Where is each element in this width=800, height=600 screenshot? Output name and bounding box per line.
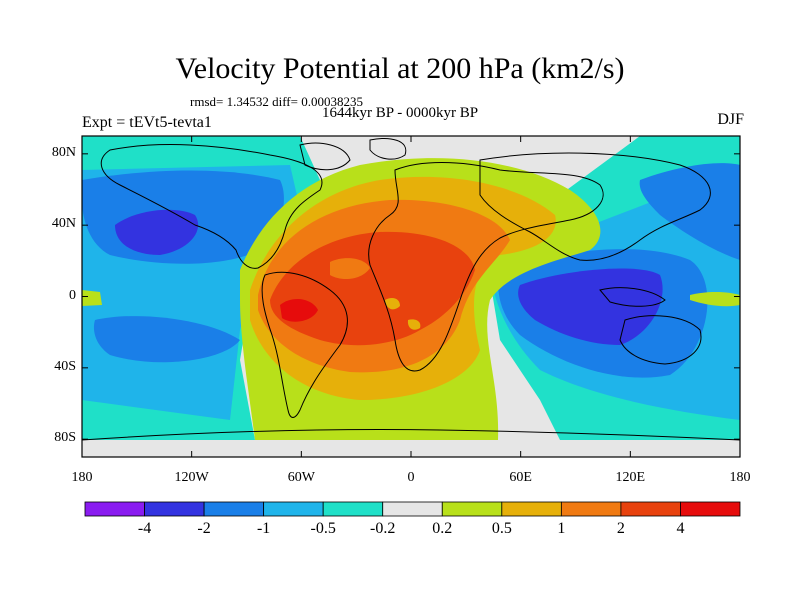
colorbar-label: 2 bbox=[616, 520, 625, 537]
region-neg-ne-blue bbox=[639, 163, 740, 260]
lon-tick-label: 60E bbox=[509, 470, 532, 485]
colorbar-label: 4 bbox=[676, 520, 685, 537]
colorbar-label: -1 bbox=[256, 520, 271, 537]
lon-tick-label: 180 bbox=[71, 470, 93, 485]
region-neg-west-dark bbox=[115, 209, 199, 255]
colorbar-swatch bbox=[144, 501, 205, 517]
colorbar-label: -0.5 bbox=[310, 520, 336, 537]
axis-ticks bbox=[81, 136, 741, 457]
region-pos-yellow-spot1 bbox=[385, 298, 400, 310]
region-pos-yellow-spot2 bbox=[407, 319, 421, 330]
colorbar-label: -4 bbox=[137, 520, 152, 537]
lat-tick-label: 80S bbox=[54, 430, 76, 446]
colorbar-swatch bbox=[382, 501, 443, 517]
region-pos-red bbox=[270, 231, 475, 346]
colorbar-swatch bbox=[620, 501, 681, 517]
colorbar-swatch bbox=[322, 501, 384, 517]
region-pos-orange-hole bbox=[330, 258, 370, 280]
colorbar-swatch bbox=[263, 501, 324, 517]
period-label: 1644kyr BP - 0000kyr BP bbox=[322, 105, 479, 121]
colorbar bbox=[84, 501, 741, 517]
colorbar-label: -0.2 bbox=[370, 520, 396, 537]
colorbar-swatch bbox=[501, 501, 562, 517]
coastlines bbox=[82, 138, 740, 441]
colorbar-label: 0.2 bbox=[432, 520, 453, 537]
lon-tick-label: 60W bbox=[287, 470, 315, 485]
season-label: DJF bbox=[717, 111, 744, 128]
colorbar-label: 0.5 bbox=[491, 520, 512, 537]
page-title: Velocity Potential at 200 hPa (km2/s) bbox=[175, 52, 625, 85]
colorbar-label: 1 bbox=[557, 520, 566, 537]
colorbar-swatch bbox=[203, 501, 265, 517]
region-neg-west-pos bbox=[82, 290, 102, 306]
colorbar-swatch bbox=[560, 501, 622, 517]
lon-tick-label: 180 bbox=[729, 470, 751, 485]
region-neg-west-blue2 bbox=[93, 316, 240, 363]
lat-tick-label: 0 bbox=[69, 287, 76, 303]
lat-tick-label: 40S bbox=[54, 358, 76, 374]
colorbar-swatch bbox=[680, 501, 741, 517]
experiment-label: Expt = tEVt5-tevta1 bbox=[82, 114, 212, 131]
lat-tick-label: 40N bbox=[51, 216, 76, 232]
lon-tick-label: 120E bbox=[615, 470, 646, 485]
colorbar-swatch bbox=[441, 501, 503, 517]
colorbar-swatch bbox=[84, 501, 145, 517]
colorbar-label: -2 bbox=[197, 520, 211, 537]
region-neg-pac-pos bbox=[690, 291, 740, 307]
region-pos-redspot bbox=[280, 298, 318, 322]
rmsd-stats: rmsd= 1.34532 diff= 0.00038235 bbox=[190, 94, 363, 109]
lon-tick-label: 0 bbox=[407, 470, 415, 485]
lon-tick-label: 120W bbox=[174, 470, 209, 485]
lat-tick-label: 80N bbox=[51, 144, 76, 160]
